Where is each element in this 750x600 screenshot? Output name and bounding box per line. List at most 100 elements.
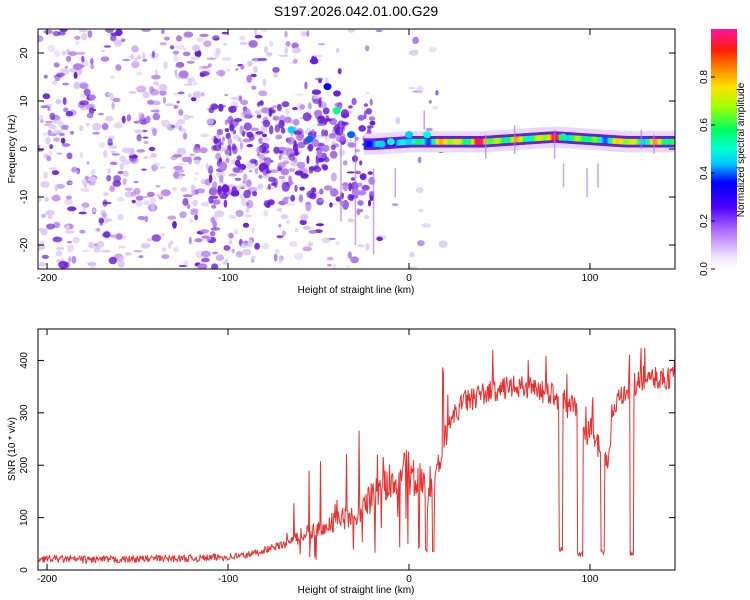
spectrogram-noise-blob	[76, 51, 86, 55]
spectrogram-noise-blob	[258, 175, 263, 179]
spectrogram-cluster-blob	[255, 131, 264, 135]
spectrogram-cluster-blob	[369, 120, 376, 126]
ridge-core	[448, 138, 450, 145]
ridge-core	[671, 138, 673, 145]
ridge-core	[416, 138, 419, 145]
spectrogram-xtick-label: -100	[218, 273, 238, 284]
spectrogram-noise-blob	[136, 134, 142, 142]
spectrogram-noise-blob	[210, 124, 214, 128]
spectrogram-noise-blob	[142, 216, 147, 221]
spectrogram-noise-blob	[192, 199, 198, 207]
spectrogram-noise-blob	[42, 93, 51, 100]
colorbar-gradient	[711, 29, 737, 269]
spectrogram-noise-blob	[134, 57, 138, 62]
spectrogram-noise-blob	[41, 213, 47, 218]
ridge-core	[437, 138, 440, 145]
spectrogram-noise-blob	[285, 219, 291, 224]
spectrogram-noise-blob	[272, 105, 278, 108]
spectrogram-noise-blob	[92, 131, 101, 135]
spectrogram-noise-blob	[100, 56, 110, 62]
ridge-core	[520, 136, 522, 143]
spectrogram-noise-blob	[432, 105, 439, 110]
ridge-core	[628, 138, 631, 145]
ridge-core	[571, 135, 573, 142]
spectrogram-cluster-blob	[334, 123, 340, 133]
ridge-core	[547, 134, 549, 141]
spectrogram-cluster-blob	[228, 105, 237, 113]
snr-ytick-label: 100	[19, 509, 30, 526]
spectrogram-ylabel: Frequency (Hz)	[7, 115, 18, 184]
spectrogram-noise-blob	[122, 58, 131, 62]
ridge-core	[500, 137, 503, 144]
spectrogram-noise-blob	[81, 55, 85, 63]
spectrogram-noise-blob	[200, 178, 206, 185]
spectrogram-noise-blob	[151, 234, 161, 242]
spectrogram-cluster-blob	[340, 109, 349, 119]
spectrogram-noise-blob	[338, 148, 345, 157]
spectrogram-noise-blob	[308, 230, 317, 234]
spectrogram-noise-blob	[113, 39, 123, 47]
spectrogram-noise-blob	[201, 66, 210, 69]
ridge-core	[375, 141, 378, 147]
spectrogram-noise-blob	[251, 227, 255, 234]
spectrogram-noise-blob	[67, 181, 75, 184]
ridge-core	[499, 137, 502, 144]
spectrogram-noise-blob	[196, 188, 206, 194]
ridge-core	[612, 138, 614, 144]
spectrogram-noise-blob	[200, 133, 210, 138]
spectrogram-noise-blob	[262, 78, 267, 87]
spectrogram-noise-blob	[111, 101, 115, 110]
spectrogram-noise-blob	[192, 91, 202, 99]
ridge-core	[618, 138, 621, 145]
colorbar-tick-label: 0.4	[699, 166, 710, 180]
spectrogram-noise-blob	[161, 247, 167, 252]
spectrogram-noise-blob	[200, 257, 210, 263]
spectrogram-noise-blob	[152, 128, 157, 137]
spectrogram-noise-blob	[179, 211, 187, 219]
colorbar-tick-label: 0.8	[699, 70, 710, 84]
spectrogram-noise-blob	[292, 47, 302, 54]
spectrogram-noise-blob	[258, 138, 262, 143]
spectrogram-cluster-blob	[316, 149, 322, 159]
ridge-core	[462, 138, 465, 145]
spectrogram-noise-blob	[146, 238, 153, 242]
spectrogram-noise-blob	[73, 71, 78, 79]
spectrogram-noise-blob	[64, 65, 68, 69]
spectrogram-noise-blob	[198, 65, 203, 70]
spectrogram-noise-blob	[256, 114, 262, 119]
spectrogram-cluster-blob	[307, 143, 314, 152]
spectrogram-streak	[513, 125, 516, 154]
spectrogram-noise-blob	[411, 49, 419, 53]
spectrogram-cluster-blob	[231, 186, 238, 196]
spectrogram-noise-blob	[126, 148, 135, 156]
spectrogram-noise-blob	[79, 229, 86, 234]
spectrogram-noise-blob	[152, 81, 159, 85]
spectrogram-noise-blob	[417, 156, 422, 164]
ridge-core	[663, 138, 665, 145]
spectrogram-noise-blob	[435, 90, 439, 96]
spectrogram-noise-blob	[347, 29, 355, 33]
ridge-core	[538, 135, 541, 141]
ridge-core	[627, 138, 630, 145]
ridge-core	[477, 138, 480, 145]
ridge-core	[631, 138, 634, 145]
spectrogram-noise-blob	[100, 49, 106, 53]
spectrogram-noise-blob	[280, 127, 286, 134]
ridge-core	[405, 139, 407, 145]
spectrogram-noise-blob	[280, 214, 289, 220]
spectrogram-noise-blob	[173, 246, 179, 253]
spectrogram-noise-blob	[200, 201, 210, 207]
spectrogram-noise-blob	[214, 210, 225, 218]
spectrogram-cluster-blob	[312, 138, 319, 148]
spectrogram-noise-blob	[167, 215, 177, 220]
spectrogram-noise-blob	[43, 74, 48, 79]
spectrogram-noise-blob	[250, 73, 257, 78]
ridge-core	[445, 138, 447, 145]
spectrogram-noise-blob	[224, 94, 229, 97]
spectrogram-cluster-blob	[297, 141, 306, 149]
spectrogram-noise-blob	[194, 159, 201, 165]
spectrogram-streak	[423, 110, 425, 130]
spectrogram-noise-blob	[67, 206, 77, 212]
spectrogram-noise-blob	[376, 236, 383, 242]
ridge-core	[622, 138, 624, 145]
